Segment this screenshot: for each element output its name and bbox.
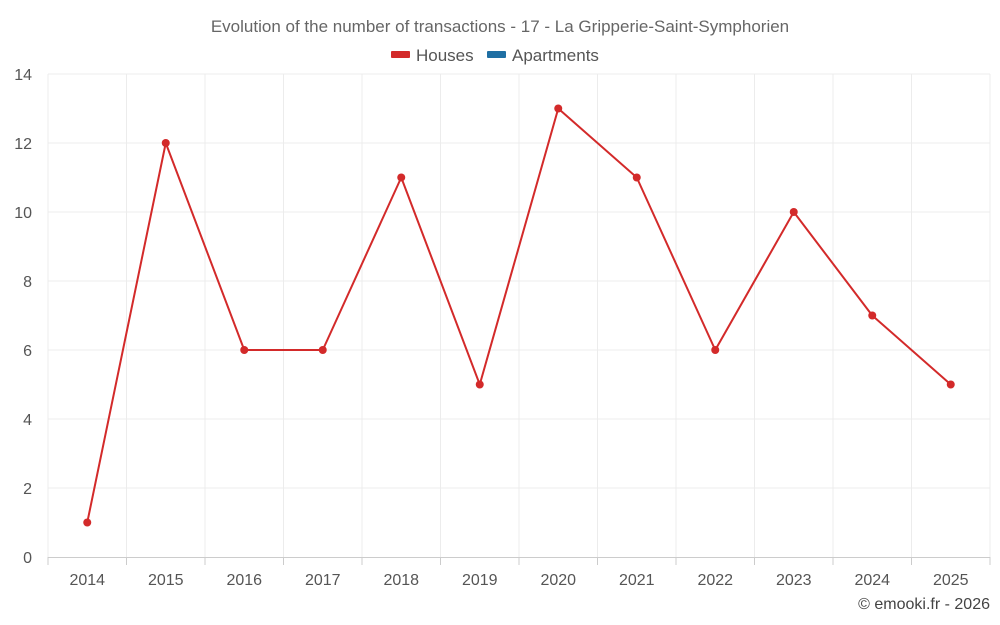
x-tick-label: 2020 (540, 572, 576, 589)
data-point[interactable] (397, 173, 406, 182)
credit-text: © emooki.fr - 2026 (858, 596, 990, 613)
y-tick-label: 4 (23, 412, 32, 429)
data-point[interactable] (711, 346, 720, 354)
x-tick-label: 2015 (148, 572, 184, 589)
x-tick-label: 2025 (933, 572, 969, 589)
chart-title: Evolution of the number of transactions … (211, 17, 789, 36)
data-point[interactable] (946, 380, 955, 389)
series-line-houses (86, 107, 952, 523)
x-tick-label: 2019 (462, 572, 498, 589)
x-tick-label: 2022 (697, 572, 733, 589)
y-tick-label: 2 (23, 481, 32, 498)
x-tick-label: 2021 (619, 572, 655, 589)
x-tick-label: 2024 (854, 572, 890, 589)
x-tick-label: 2017 (305, 572, 341, 589)
series-houses (83, 104, 955, 527)
x-tick-label: 2016 (226, 572, 262, 589)
y-tick-label: 10 (14, 205, 32, 222)
data-point[interactable] (475, 380, 484, 389)
y-tick-label: 14 (14, 67, 32, 84)
data-point[interactable] (868, 311, 877, 320)
y-tick-label: 0 (23, 550, 32, 567)
data-point[interactable] (554, 104, 563, 113)
legend: Houses Apartments (391, 46, 599, 65)
data-point[interactable] (632, 173, 641, 182)
legend-swatch-houses (391, 51, 410, 58)
data-point[interactable] (161, 139, 170, 147)
grid (47, 73, 991, 557)
x-axis-ticks: 2014 2015 2016 2017 2018 2019 2020 2021 2022 2023… (47, 557, 991, 589)
y-tick-label: 8 (23, 274, 32, 291)
data-point[interactable] (240, 346, 249, 354)
data-point[interactable] (318, 346, 327, 354)
x-tick-label: 2014 (69, 572, 105, 589)
legend-item-houses[interactable]: Houses (391, 46, 474, 65)
data-point[interactable] (789, 208, 798, 216)
y-tick-label: 6 (23, 343, 32, 360)
legend-label-apartments: Apartments (512, 46, 599, 65)
x-tick-label: 2018 (383, 572, 419, 589)
legend-label-houses: Houses (416, 46, 474, 65)
x-tick-label: 2023 (776, 572, 812, 589)
y-axis-ticks: 0 2 4 6 8 10 12 14 (14, 67, 32, 567)
data-point[interactable] (83, 518, 92, 527)
y-tick-label: 12 (14, 136, 32, 153)
legend-swatch-apartments (487, 51, 506, 58)
legend-item-apartments[interactable]: Apartments (487, 46, 599, 65)
